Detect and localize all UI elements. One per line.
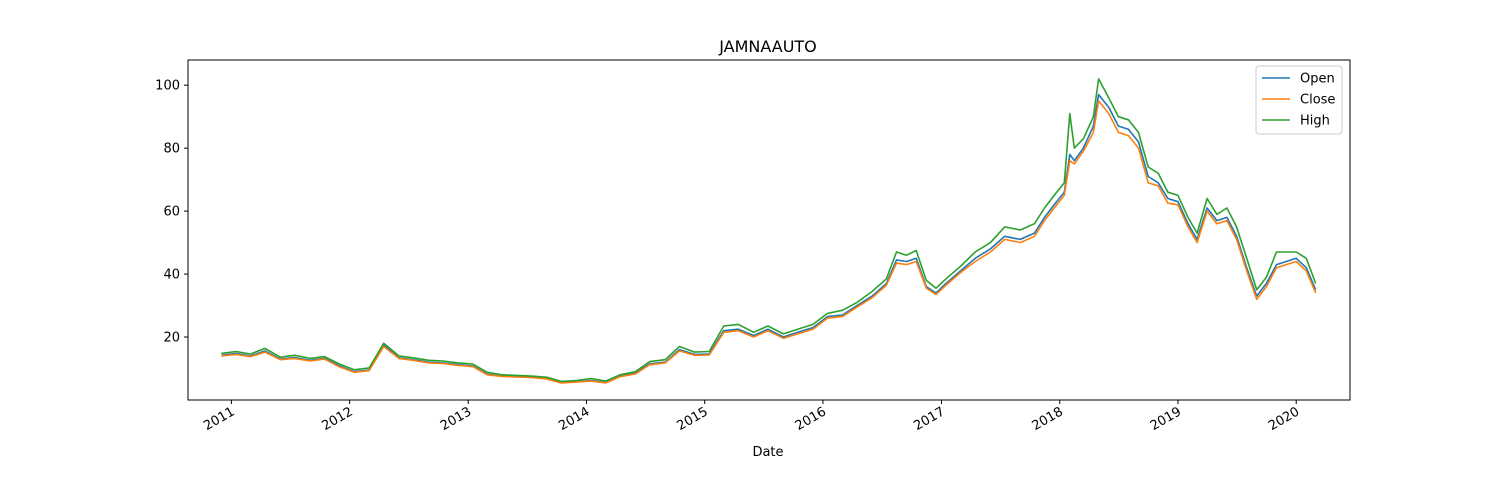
legend-box xyxy=(1255,65,1343,135)
x-tick-label: 2016 xyxy=(793,404,829,434)
y-tick-label: 100 xyxy=(155,79,180,94)
x-axis-label: Date xyxy=(752,445,783,460)
legend-label-close: Close xyxy=(1300,93,1335,108)
plot-frame xyxy=(187,59,1351,401)
x-tick-label: 2015 xyxy=(675,404,711,434)
x-tick-label: 2018 xyxy=(1030,404,1066,434)
y-tick-label: 40 xyxy=(163,268,180,283)
x-tick-label: 2013 xyxy=(438,404,474,434)
series-line-close xyxy=(221,100,1317,384)
x-tick-label: 2017 xyxy=(911,404,947,434)
y-tick-label: 60 xyxy=(163,205,180,220)
x-tick-label: 2011 xyxy=(201,404,237,434)
series-layer xyxy=(221,78,1317,384)
legend-label-open: Open xyxy=(1300,72,1335,87)
y-axis: 20 40 60 80 100 xyxy=(155,79,188,346)
chart-title: JAMNAAUTO xyxy=(718,37,817,56)
series-line-high xyxy=(221,78,1317,383)
x-axis: 2011 2012 2013 2014 2015 2016 2017 2018 2019 2020 xyxy=(201,400,1302,434)
x-tick-label: 2012 xyxy=(319,404,355,434)
legend: Open Close High xyxy=(1255,65,1343,135)
x-tick-label: 2019 xyxy=(1148,404,1184,434)
x-tick-label: 2014 xyxy=(556,404,592,434)
y-tick-label: 80 xyxy=(163,142,180,157)
y-tick-label: 20 xyxy=(163,331,180,346)
legend-label-high: High xyxy=(1300,114,1330,129)
x-tick-label: 2020 xyxy=(1266,404,1302,434)
series-line-open xyxy=(221,93,1317,384)
